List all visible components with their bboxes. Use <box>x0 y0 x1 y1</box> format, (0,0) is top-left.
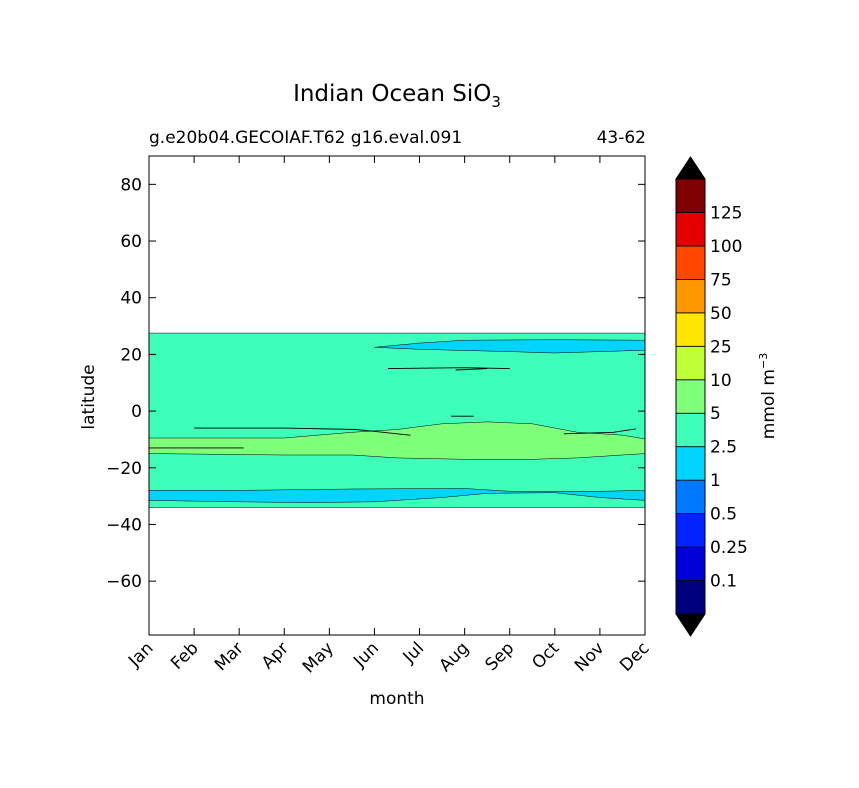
plot-frame <box>148 155 646 636</box>
colorbar-swatch <box>675 580 706 615</box>
colorbar-swatch <box>675 345 706 381</box>
x-axis-label: month <box>369 689 424 709</box>
colorbar-label-exponent: −3 <box>757 353 770 369</box>
x-tick-label: Feb <box>167 638 202 673</box>
y-tick-label: −60 <box>106 572 142 592</box>
x-tick-label: Dec <box>616 638 653 675</box>
colorbar-swatch <box>675 312 706 347</box>
colorbar-swatch <box>675 412 706 448</box>
plot-area: 80 60 40 20 0 −20 −40 −60 Jan Feb Mar Apr May Jun Jul… <box>106 155 654 677</box>
y-tick-label: 60 <box>120 232 142 252</box>
colorbar-swatch <box>675 479 706 515</box>
chart-title: Indian Ocean SiO3 <box>293 81 501 111</box>
y-axis-ticks: 80 60 40 20 0 −20 −40 −60 <box>106 175 645 592</box>
colorbar-extend-over <box>675 156 706 180</box>
colorbar-frame <box>675 178 706 615</box>
y-tick-label: 40 <box>120 289 142 309</box>
colorbar-label: mmol m−3 <box>757 353 779 439</box>
colorbar-tick-label: 0.25 <box>710 538 748 558</box>
colorbar-tick-label: 75 <box>710 270 732 290</box>
colorbar-swatch <box>675 513 706 548</box>
years-label: 43-62 <box>597 128 646 148</box>
contour-line-2 <box>387 367 510 370</box>
chart-title-subscript: 3 <box>491 93 501 111</box>
colorbar-tick-label: 10 <box>710 371 732 391</box>
colorbar-tick-label: 0.1 <box>710 572 737 592</box>
colorbar-swatch <box>675 178 706 213</box>
x-tick-label: Jun <box>349 638 383 672</box>
x-tick-label: Aug <box>436 638 474 676</box>
contour-line-5 <box>563 428 637 435</box>
y-tick-label: 20 <box>120 345 142 365</box>
x-tick-label: Jul <box>399 638 428 667</box>
contour-line-0 <box>194 427 411 436</box>
y-tick-label: −20 <box>106 459 142 479</box>
colorbar-label-unit: mmol m <box>759 369 779 439</box>
y-tick-label: 0 <box>131 402 142 422</box>
colorbar-tick-label: 2.5 <box>710 438 737 458</box>
contour-fills <box>148 332 646 508</box>
x-tick-label: Oct <box>528 638 563 673</box>
colorbar-swatch <box>675 546 706 581</box>
case-label: g.e20b04.GECOIAF.T62 g16.eval.091 <box>149 128 462 148</box>
y-axis-label: latitude <box>79 364 99 429</box>
colorbar-tick-label: 25 <box>710 337 732 357</box>
colorbar-tick-label: 50 <box>710 304 732 324</box>
colorbar-tick-label: 0.5 <box>710 505 737 525</box>
colorbar-swatch <box>675 379 706 414</box>
colorbar-extend-under <box>675 613 706 637</box>
chart-title-main: Indian Ocean SiO <box>293 81 491 107</box>
colorbar-swatch <box>675 212 706 247</box>
y-tick-label: 80 <box>120 175 142 195</box>
colorbar-tick-label: 1 <box>710 471 721 491</box>
colorbar-tick-label: 100 <box>710 237 742 257</box>
colorbar-swatch <box>675 446 706 481</box>
x-tick-label: Sep <box>481 638 518 675</box>
colorbar-swatch <box>675 245 706 280</box>
colorbar-tick-label: 5 <box>710 404 721 424</box>
x-tick-label: Apr <box>258 638 293 673</box>
contour-line-3 <box>455 368 488 371</box>
x-tick-label: May <box>299 638 338 677</box>
x-tick-label: Jan <box>124 638 157 671</box>
y-tick-label: −40 <box>106 515 142 535</box>
contour-lines <box>149 367 637 449</box>
colorbar-tick-label: 125 <box>710 203 742 223</box>
colorbar-swatch <box>675 278 706 314</box>
colorbar: 0.1 0.25 0.5 1 2.5 5 10 25 50 75 100 125 <box>675 156 748 637</box>
contour-region-2.5-5 <box>148 332 646 508</box>
contour-region-1-2.5-south <box>148 488 646 503</box>
x-tick-label: Nov <box>571 638 609 676</box>
x-tick-label: Mar <box>211 638 248 675</box>
